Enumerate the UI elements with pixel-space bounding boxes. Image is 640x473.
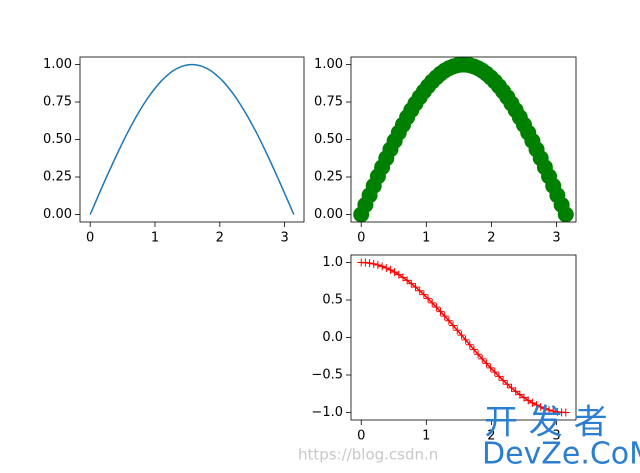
marker	[549, 407, 558, 416]
marker	[465, 340, 474, 349]
marker	[482, 359, 491, 368]
marker	[386, 265, 395, 274]
y-tick-label: −0.5	[311, 368, 343, 383]
plot-area	[353, 57, 574, 222]
marker	[474, 350, 483, 359]
marker	[478, 354, 487, 363]
marker	[428, 298, 437, 307]
marker	[469, 345, 478, 354]
y-tick-label: 0.75	[43, 95, 72, 110]
marker	[490, 368, 499, 377]
marker	[411, 283, 420, 292]
x-tick-label: 0	[357, 231, 365, 246]
marker	[424, 294, 433, 303]
plot-area	[357, 258, 570, 417]
y-tick-label: 0.0	[322, 330, 343, 345]
subplot: 0 1 2 3 0.00 0.25 0.50 0.75 1.00	[43, 56, 305, 246]
x-tick-label: 3	[280, 231, 288, 246]
watermark-brand-en: DevZe.CoM	[482, 437, 640, 472]
plots: 0 1 2 30.000.250.500.751.000 1 2 30.000.250.50…	[43, 56, 577, 444]
marker	[536, 403, 545, 412]
marker	[390, 268, 399, 277]
x-tick-label: 1	[422, 231, 430, 246]
marker	[494, 372, 503, 381]
x-tick-label: 2	[487, 231, 495, 246]
subplot: 0 1 2 3 0.00 0.25 0.50 0.75 1.00	[314, 56, 577, 246]
marker	[545, 406, 554, 415]
marker	[507, 383, 516, 392]
y-tick-label: 0.50	[43, 132, 72, 147]
y-tick-label: 0.75	[314, 95, 343, 110]
x-tick-label: 3	[552, 231, 560, 246]
marker	[524, 396, 533, 405]
marker	[457, 331, 466, 340]
marker	[444, 316, 453, 325]
x-tick-label: 3	[552, 429, 560, 444]
x-tick-label: 1	[151, 231, 159, 246]
marker	[499, 376, 508, 385]
marker	[419, 290, 428, 299]
x-tick-label: 2	[216, 231, 224, 246]
marker	[461, 335, 470, 344]
marker	[453, 326, 462, 335]
y-tick-label: 1.0	[322, 255, 343, 270]
marker	[373, 260, 382, 269]
marker	[378, 262, 387, 271]
marker	[449, 321, 458, 330]
marker	[503, 380, 512, 389]
y-tick-label: 0.25	[314, 170, 343, 185]
marker	[365, 259, 374, 268]
marker	[436, 307, 445, 316]
marker	[403, 276, 412, 285]
marker	[528, 398, 537, 407]
marker	[440, 312, 449, 321]
marker	[540, 404, 549, 413]
x-tick-label: 2	[487, 429, 495, 444]
y-tick-label: 1.00	[43, 57, 72, 72]
marker	[557, 206, 574, 222]
marker	[515, 390, 524, 399]
watermark-brand-cn: 开 发 者	[484, 403, 608, 443]
data-line	[89, 63, 295, 215]
marker	[415, 286, 424, 295]
y-tick-label: 0.25	[43, 170, 72, 185]
marker	[486, 363, 495, 372]
marker	[382, 263, 391, 272]
plot-area	[89, 63, 295, 215]
marker	[398, 273, 407, 282]
marker	[532, 401, 541, 410]
watermark-url: https://blog.csdn.n	[298, 446, 438, 464]
marker	[394, 270, 403, 279]
marker	[432, 303, 441, 312]
marker	[561, 408, 570, 417]
marker	[407, 279, 416, 288]
y-tick-label: 0.5	[322, 293, 343, 308]
x-tick-label: 0	[86, 231, 94, 246]
marker	[511, 387, 520, 396]
subplot: 0 1 2 3 −1.0 −0.5 0.0 0.5 1.0	[311, 254, 577, 444]
y-tick-label: 0.00	[43, 207, 72, 222]
y-tick-label: 1.00	[314, 57, 343, 72]
x-tick-label: 0	[357, 429, 365, 444]
x-tick-label: 1	[422, 429, 430, 444]
marker	[369, 259, 378, 268]
y-tick-label: −1.0	[311, 405, 343, 420]
y-tick-label: 0.50	[314, 132, 343, 147]
marker	[519, 393, 528, 402]
y-tick-label: 0.00	[314, 207, 343, 222]
